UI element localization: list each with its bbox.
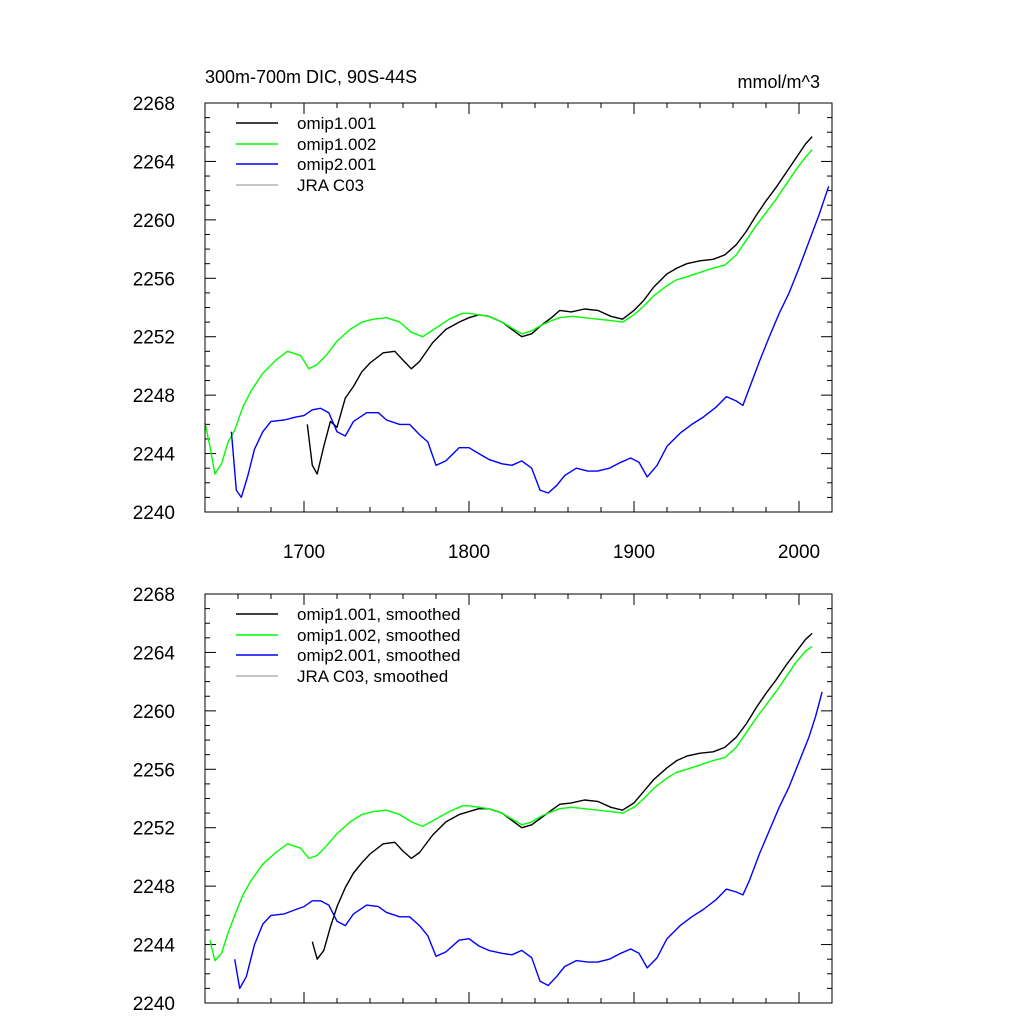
series-line-omip1-002-smoothed bbox=[209, 646, 813, 962]
legend: omip1.001, smoothed omip1.002, smoothed … bbox=[236, 605, 461, 686]
y-tick-label: 2248 bbox=[133, 386, 175, 407]
plot-frame bbox=[204, 102, 833, 513]
legend-label-omip1-001-smoothed: omip1.001, smoothed bbox=[297, 605, 461, 624]
series-lines bbox=[209, 632, 823, 990]
legend-label-omip1-002-smoothed: omip1.002, smoothed bbox=[297, 626, 461, 645]
units-label: mmol/m^3 bbox=[738, 72, 820, 92]
y-tick-label: 2244 bbox=[133, 936, 176, 957]
y-tick-label: 2240 bbox=[133, 994, 175, 1015]
axis-ticks bbox=[204, 102, 833, 513]
legend-label-omip1-002: omip1.002 bbox=[297, 135, 376, 154]
series-line-omip2-001-smoothed bbox=[234, 691, 823, 990]
top-panel: 300m-700m DIC, 90S-44S mmol/m^3 2240 2244… bbox=[133, 67, 833, 563]
y-tick-label: 2268 bbox=[133, 94, 175, 115]
y-tick-label: 2260 bbox=[133, 702, 175, 723]
axis-ticks bbox=[204, 593, 833, 1004]
y-tick-label: 2256 bbox=[133, 760, 175, 781]
plot-frame bbox=[204, 593, 833, 1004]
y-tick-label: 2264 bbox=[133, 643, 176, 664]
x-tick-label: 1800 bbox=[448, 542, 490, 563]
bottom-panel: 2240 2244 2248 2252 2256 2260 2264 2268 omip1.0… bbox=[133, 585, 833, 1015]
y-axis-labels: 2240 2244 2248 2252 2256 2260 2264 2268 bbox=[133, 585, 176, 1015]
x-axis-labels: 1700 1800 1900 2000 bbox=[283, 542, 820, 563]
legend-label-omip2-001-smoothed: omip2.001, smoothed bbox=[297, 646, 461, 665]
legend: omip1.001 omip1.002 omip2.001 JRA C03 bbox=[236, 114, 376, 195]
series-line-omip2-001 bbox=[230, 186, 830, 499]
y-tick-label: 2268 bbox=[133, 585, 175, 606]
panel-title: 300m-700m DIC, 90S-44S bbox=[205, 67, 417, 87]
legend-label-jra-c03: JRA C03 bbox=[297, 176, 364, 195]
x-tick-label: 1700 bbox=[283, 542, 325, 563]
x-tick-label: 1900 bbox=[613, 542, 655, 563]
y-tick-label: 2256 bbox=[133, 269, 175, 290]
legend-label-omip2-001: omip2.001 bbox=[297, 155, 376, 174]
y-tick-label: 2248 bbox=[133, 877, 175, 898]
legend-label-omip1-001: omip1.001 bbox=[297, 114, 376, 133]
x-tick-label: 2000 bbox=[778, 542, 820, 563]
y-tick-label: 2244 bbox=[133, 445, 176, 466]
series-lines bbox=[204, 136, 830, 499]
series-line-omip1-002 bbox=[204, 149, 813, 475]
y-tick-label: 2252 bbox=[133, 819, 175, 840]
y-tick-label: 2260 bbox=[133, 211, 175, 232]
y-axis-labels: 2240 2244 2248 2252 2256 2260 2264 2268 bbox=[133, 94, 176, 524]
series-line-omip1-001 bbox=[306, 136, 813, 475]
y-tick-label: 2252 bbox=[133, 328, 175, 349]
y-tick-label: 2240 bbox=[133, 503, 175, 524]
legend-label-jra-c03-smoothed: JRA C03, smoothed bbox=[297, 667, 448, 686]
y-tick-label: 2264 bbox=[133, 152, 176, 173]
